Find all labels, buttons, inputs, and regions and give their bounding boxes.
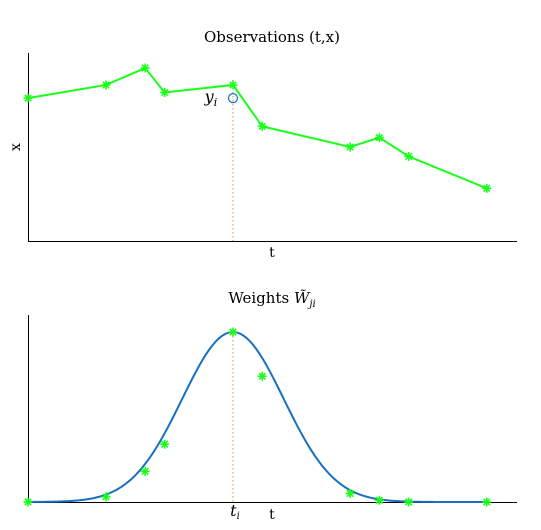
markers-observations: [23, 63, 492, 193]
data-point-weight-9: [482, 497, 492, 507]
data-point-weight-7: [374, 495, 384, 505]
data-point-observation-3: [160, 87, 170, 97]
chart-title-weights: Weights W̃ji: [228, 289, 315, 310]
data-point-observation-6: [345, 142, 355, 152]
y-axis-label-observations: x: [8, 143, 24, 151]
data-point-observation-1: [101, 80, 111, 90]
data-point-weight-8: [404, 497, 414, 507]
gaussian-weight-curve: [28, 331, 487, 503]
markers-weights: [23, 327, 492, 507]
weights-chart: Weights W̃ji ti t: [23, 289, 517, 523]
chart-title-observations: Observations (t,x): [204, 28, 340, 46]
x-tick-label-ti: ti: [230, 501, 240, 522]
data-point-weight-2: [140, 466, 150, 476]
data-point-observation-9: [482, 183, 492, 193]
data-point-weight-6: [345, 489, 355, 498]
highlight-point-yi: [227, 93, 239, 104]
x-axis-label-observations: t: [269, 245, 275, 261]
data-point-weight-1: [101, 492, 111, 502]
x-axis-label-weights: t: [269, 507, 275, 523]
data-point-weight-5: [257, 371, 267, 381]
observations-chart: Observations (t,x) yi t x: [8, 28, 517, 261]
data-point-weight-4: [228, 327, 238, 337]
data-point-weight-0: [23, 497, 33, 507]
data-point-observation-5: [257, 121, 267, 131]
data-point-weight-3: [160, 439, 170, 449]
data-point-observation-7: [374, 133, 384, 143]
annotation-yi: yi: [204, 87, 218, 109]
data-point-observation-4: [228, 80, 238, 90]
data-point-observation-8: [404, 151, 414, 161]
data-point-observation-0: [23, 93, 33, 103]
series-line-observations: [27, 66, 488, 190]
data-point-observation-2: [140, 63, 150, 73]
